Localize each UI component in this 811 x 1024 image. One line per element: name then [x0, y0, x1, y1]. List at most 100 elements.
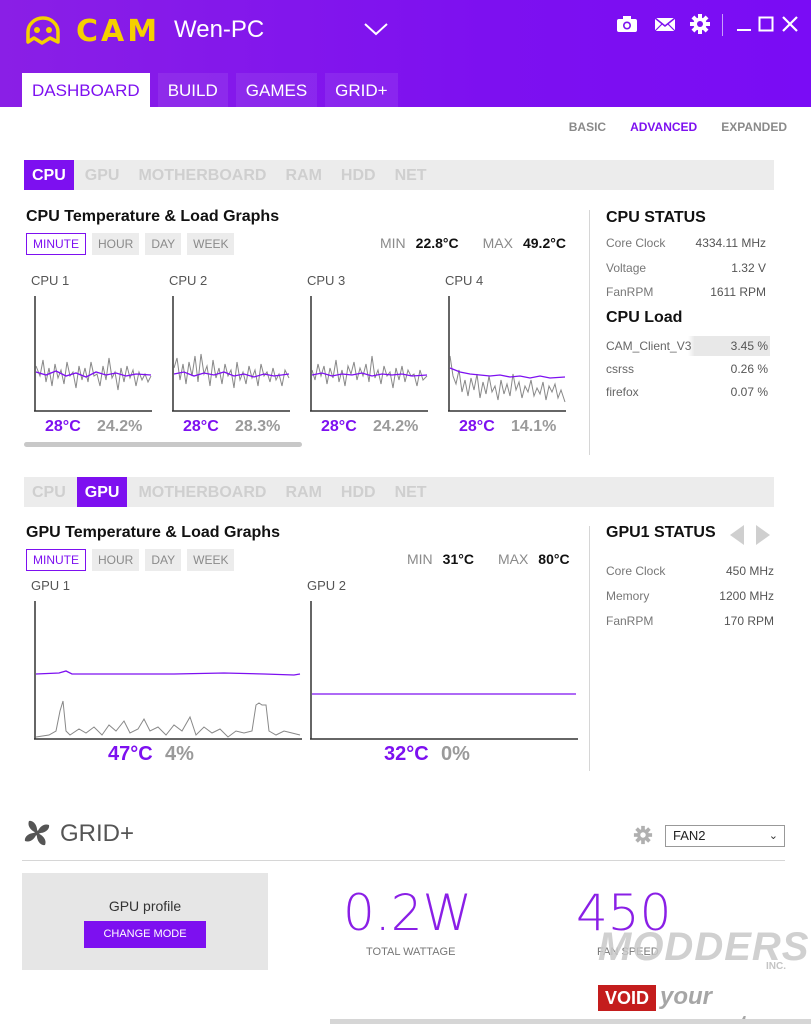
- gpu-graph: [34, 601, 302, 740]
- process-load: 0.26 %: [730, 362, 768, 376]
- cpu-min-max: MIN 22.8°C MAX 49.2°C: [380, 235, 566, 251]
- gpu-graph-label: GPU 1: [31, 578, 71, 593]
- range-day[interactable]: DAY: [145, 549, 182, 571]
- cpu-graphs-scrollbar[interactable]: [24, 442, 302, 447]
- gpu-load: 4%: [165, 743, 194, 765]
- gpu-load: 0%: [441, 743, 470, 765]
- cpu-core-graph: [172, 296, 290, 412]
- cpu-section-subtabs: CPU GPU MOTHERBOARD RAM HDD NET: [24, 160, 774, 190]
- subtab-cpu[interactable]: CPU: [32, 484, 66, 501]
- subtab-hdd[interactable]: HDD: [340, 167, 376, 184]
- range-hour[interactable]: HOUR: [92, 233, 140, 255]
- cpu-status-row: FanRPM 1611 RPM: [606, 285, 766, 299]
- fan-speed-value: 450: [576, 884, 672, 942]
- gpu-min-max: MIN 31°C MAX 80°C: [407, 551, 570, 567]
- status-value: 1.32 V: [731, 261, 766, 275]
- fan-select-value: FAN2: [673, 828, 706, 843]
- process-row: CAM_Client_V3 3.45 %: [606, 336, 770, 356]
- view-mode-basic[interactable]: BASIC: [568, 120, 607, 134]
- cpu-core-temp: 28°C: [45, 418, 81, 435]
- subtab-cpu[interactable]: CPU: [24, 160, 74, 190]
- fan-select[interactable]: FAN2 ⌄: [665, 825, 785, 847]
- gpu-min-value: 31°C: [442, 551, 474, 567]
- status-value: 1200 MHz: [719, 589, 774, 603]
- range-minute[interactable]: MINUTE: [26, 233, 86, 255]
- subtab-net[interactable]: NET: [394, 484, 427, 501]
- camera-icon[interactable]: [615, 12, 639, 36]
- gpu-section-subtabs: CPU GPU MOTHERBOARD RAM HDD NET: [24, 477, 774, 507]
- gpu-temp: 47°C: [108, 743, 153, 765]
- cpu-core-graph: [448, 296, 566, 412]
- subtab-ram[interactable]: RAM: [285, 484, 322, 501]
- status-label: FanRPM: [606, 614, 654, 628]
- process-name: firefox: [606, 385, 639, 399]
- window-controls-divider: [722, 14, 723, 36]
- subtab-motherboard[interactable]: MOTHERBOARD: [138, 484, 267, 501]
- range-week[interactable]: WEEK: [187, 233, 235, 255]
- gpu-temp: 32°C: [384, 743, 429, 765]
- subtab-ram[interactable]: RAM: [285, 167, 322, 184]
- subtab-hdd[interactable]: HDD: [340, 484, 376, 501]
- settings-icon[interactable]: [633, 825, 653, 845]
- cpu-core-label: CPU 4: [445, 273, 484, 288]
- range-minute[interactable]: MINUTE: [26, 549, 86, 571]
- tab-dashboard[interactable]: DASHBOARD: [22, 73, 150, 107]
- gear-icon[interactable]: [688, 12, 712, 36]
- cpu-core-temp: 28°C: [459, 418, 495, 435]
- range-day[interactable]: DAY: [145, 233, 182, 255]
- mail-icon[interactable]: [653, 12, 677, 36]
- tab-build[interactable]: BUILD: [157, 73, 228, 107]
- view-mode-expanded[interactable]: EXPANDED: [721, 120, 787, 134]
- close-icon[interactable]: [778, 12, 802, 36]
- total-wattage-value: 0.2W: [343, 884, 472, 942]
- bottom-scrollbar[interactable]: [330, 1019, 811, 1024]
- cpu-core-load: 24.2%: [97, 418, 143, 435]
- gpu-status-row: Memory 1200 MHz: [606, 589, 774, 603]
- status-value: 450 MHz: [725, 564, 774, 578]
- gpu-graphs-title: GPU Temperature & Load Graphs: [26, 524, 280, 541]
- cpu-status-title: CPU STATUS: [606, 209, 706, 226]
- subtab-motherboard[interactable]: MOTHERBOARD: [138, 167, 267, 184]
- maximize-icon[interactable]: [754, 12, 778, 36]
- cpu-load-title: CPU Load: [606, 309, 683, 326]
- status-label: Core Clock: [606, 564, 666, 578]
- watermark-line1: MODDERS: [598, 925, 810, 969]
- cpu-max-label: MAX: [482, 235, 513, 251]
- range-week[interactable]: WEEK: [187, 549, 235, 571]
- cpu-core-load: 24.2%: [373, 418, 419, 435]
- gpu-range-selector: MINUTE HOUR DAY WEEK: [26, 549, 235, 571]
- process-load: 0.07 %: [730, 385, 768, 399]
- gpu-max-value: 80°C: [538, 551, 570, 567]
- view-mode-advanced[interactable]: ADVANCED: [630, 120, 698, 134]
- subtab-gpu[interactable]: GPU: [76, 477, 128, 507]
- previous-gpu-icon[interactable]: [729, 524, 745, 546]
- tab-games[interactable]: GAMES: [235, 73, 318, 107]
- profile-label: GPU profile: [108, 898, 182, 914]
- gpu-status-divider: [589, 526, 590, 771]
- tab-grid[interactable]: GRID+: [325, 73, 398, 107]
- grid-title: GRID+: [60, 820, 135, 847]
- cpu-range-selector: MINUTE HOUR DAY WEEK: [26, 233, 235, 255]
- gpu-status-row: FanRPM 170 RPM: [606, 614, 774, 628]
- cpu-status-divider: [589, 210, 590, 455]
- cpu-min-value: 22.8°C: [415, 235, 459, 251]
- watermark: MODDERS INC. VOID your warranty: [598, 925, 808, 1024]
- total-wattage-caption: TOTAL WATTAGE: [366, 946, 456, 958]
- status-label: Core Clock: [606, 236, 666, 250]
- chevron-down-icon[interactable]: [363, 20, 389, 38]
- range-hour[interactable]: HOUR: [92, 549, 140, 571]
- process-name: CAM_Client_V3: [606, 339, 692, 353]
- watermark-void-badge: VOID: [598, 985, 656, 1011]
- fan-speed-caption: FAN SPEED: [597, 946, 659, 958]
- status-value: 4334.11 MHz: [695, 236, 766, 250]
- status-value: 1611 RPM: [710, 285, 766, 299]
- subtab-gpu[interactable]: GPU: [84, 167, 120, 184]
- cpu-core-label: CPU 3: [307, 273, 346, 288]
- change-mode-button[interactable]: CHANGE MODE: [84, 921, 206, 948]
- minimize-icon[interactable]: [732, 12, 756, 36]
- pc-name[interactable]: Wen-PC: [174, 16, 265, 43]
- subtab-net[interactable]: NET: [394, 167, 427, 184]
- next-gpu-icon[interactable]: [755, 524, 771, 546]
- status-label: Memory: [606, 589, 650, 603]
